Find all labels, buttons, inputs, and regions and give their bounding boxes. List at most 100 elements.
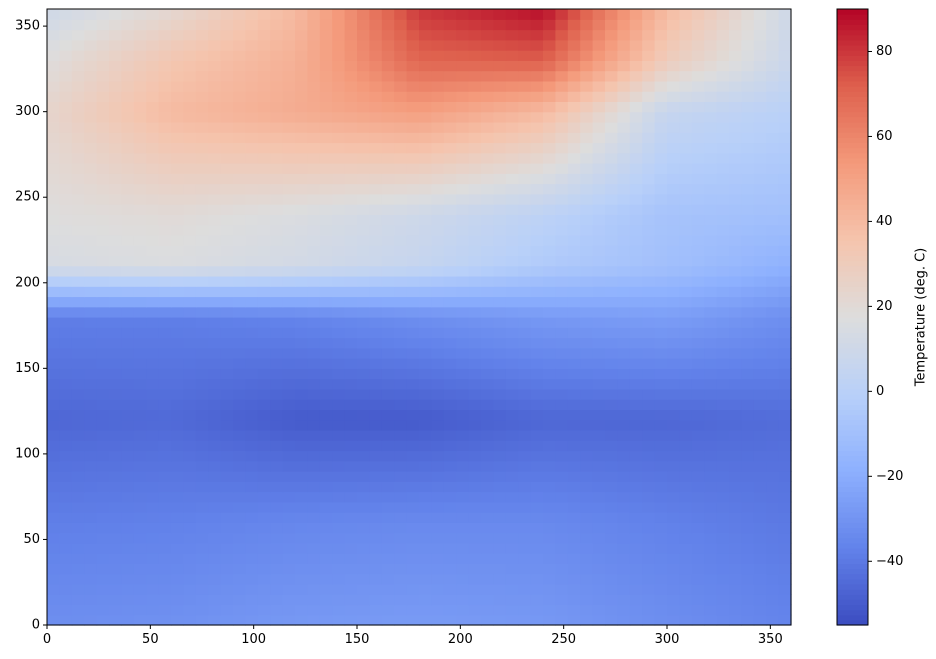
heatmap-cell	[654, 553, 668, 564]
heatmap-cell	[220, 91, 234, 102]
colorbar-segment	[837, 404, 868, 410]
heatmap-cell	[766, 542, 780, 554]
heatmap-cell	[245, 286, 259, 298]
heatmap-cell	[443, 111, 457, 123]
heatmap-cell	[778, 80, 792, 92]
heatmap-cell	[158, 563, 172, 575]
heatmap-cell	[493, 409, 507, 421]
heatmap-cell	[158, 224, 172, 236]
heatmap-cell	[431, 553, 445, 564]
heatmap-cell	[270, 132, 284, 144]
heatmap-cell	[704, 512, 718, 523]
heatmap-cell	[146, 594, 160, 606]
heatmap-cell	[654, 91, 668, 102]
heatmap-cell	[729, 91, 742, 102]
colorbar-segment	[837, 250, 868, 256]
heatmap-cell	[555, 91, 569, 102]
heatmap-cell	[158, 614, 172, 626]
heatmap-cell	[394, 224, 408, 236]
heatmap-cell	[419, 245, 432, 256]
heatmap-cell	[481, 183, 494, 195]
heatmap-cell	[394, 132, 408, 144]
heatmap-cell	[753, 553, 767, 564]
heatmap-cell	[171, 327, 184, 339]
heatmap-cell	[419, 337, 432, 349]
heatmap-cell	[71, 121, 85, 133]
heatmap-cell	[171, 193, 184, 205]
heatmap-cell	[406, 419, 420, 431]
heatmap-cell	[567, 255, 581, 267]
heatmap-cell	[59, 70, 73, 82]
heatmap-cell	[567, 224, 581, 236]
heatmap-cell	[592, 132, 606, 144]
heatmap-cell	[481, 347, 494, 359]
heatmap-cell	[505, 512, 519, 523]
heatmap-cell	[84, 286, 98, 298]
heatmap-cell	[468, 327, 482, 339]
heatmap-cell	[592, 583, 606, 595]
heatmap-cell	[295, 542, 308, 554]
heatmap-cell	[443, 80, 457, 92]
heatmap-cell	[121, 491, 135, 503]
heatmap-cell	[195, 542, 209, 554]
heatmap-cell	[344, 460, 358, 472]
heatmap-cell	[753, 39, 767, 51]
heatmap-cell	[158, 142, 172, 154]
heatmap-cell	[605, 91, 618, 102]
heatmap-cell	[629, 583, 643, 595]
heatmap-cell	[369, 296, 383, 308]
heatmap-cell	[530, 152, 544, 164]
colorbar-segment	[837, 60, 868, 67]
heatmap-cell	[332, 583, 346, 595]
heatmap-cell	[220, 39, 234, 51]
heatmap-cell	[220, 142, 234, 154]
heatmap-cell	[617, 163, 631, 174]
heatmap-cell	[505, 368, 519, 380]
heatmap-cell	[543, 532, 556, 544]
heatmap-cell	[344, 9, 358, 20]
heatmap-cell	[133, 542, 147, 554]
heatmap-cell	[518, 491, 532, 503]
heatmap-cell	[555, 450, 569, 462]
heatmap-cell	[567, 101, 581, 113]
heatmap-cell	[369, 501, 383, 513]
heatmap-cell	[158, 388, 172, 400]
heatmap-cell	[183, 80, 197, 92]
heatmap-cell	[654, 286, 668, 298]
heatmap-cell	[332, 296, 346, 308]
heatmap-cell	[208, 481, 222, 493]
heatmap-cell	[233, 399, 246, 410]
heatmap-cell	[431, 255, 445, 267]
heatmap-cell	[605, 604, 618, 616]
heatmap-cell	[133, 583, 147, 595]
heatmap-cell	[605, 450, 618, 462]
heatmap-cell	[295, 460, 308, 472]
heatmap-cell	[406, 460, 420, 472]
heatmap-cell	[121, 214, 135, 226]
heatmap-cell	[518, 347, 532, 359]
heatmap-cell	[729, 563, 742, 575]
heatmap-cell	[679, 553, 693, 564]
heatmap-cell	[208, 224, 222, 236]
heatmap-cell	[667, 80, 680, 92]
heatmap-cell	[171, 214, 184, 226]
heatmap-cell	[580, 327, 594, 339]
heatmap-cell	[282, 563, 296, 575]
heatmap-cell	[456, 183, 470, 195]
heatmap-cell	[468, 50, 482, 61]
heatmap-cell	[394, 29, 408, 41]
heatmap-cell	[332, 460, 346, 472]
heatmap-cell	[381, 70, 395, 82]
heatmap-cell	[357, 19, 370, 31]
heatmap-cell	[419, 132, 432, 144]
heatmap-cell	[704, 419, 718, 431]
heatmap-cell	[530, 60, 544, 72]
heatmap-cell	[443, 368, 457, 380]
heatmap-cell	[394, 91, 408, 102]
heatmap-cell	[716, 419, 730, 431]
heatmap-cell	[605, 214, 618, 226]
y-tick-label: 250	[15, 190, 40, 205]
heatmap-cell	[691, 614, 705, 626]
heatmap-cell	[753, 317, 767, 328]
heatmap-cell	[381, 29, 395, 41]
